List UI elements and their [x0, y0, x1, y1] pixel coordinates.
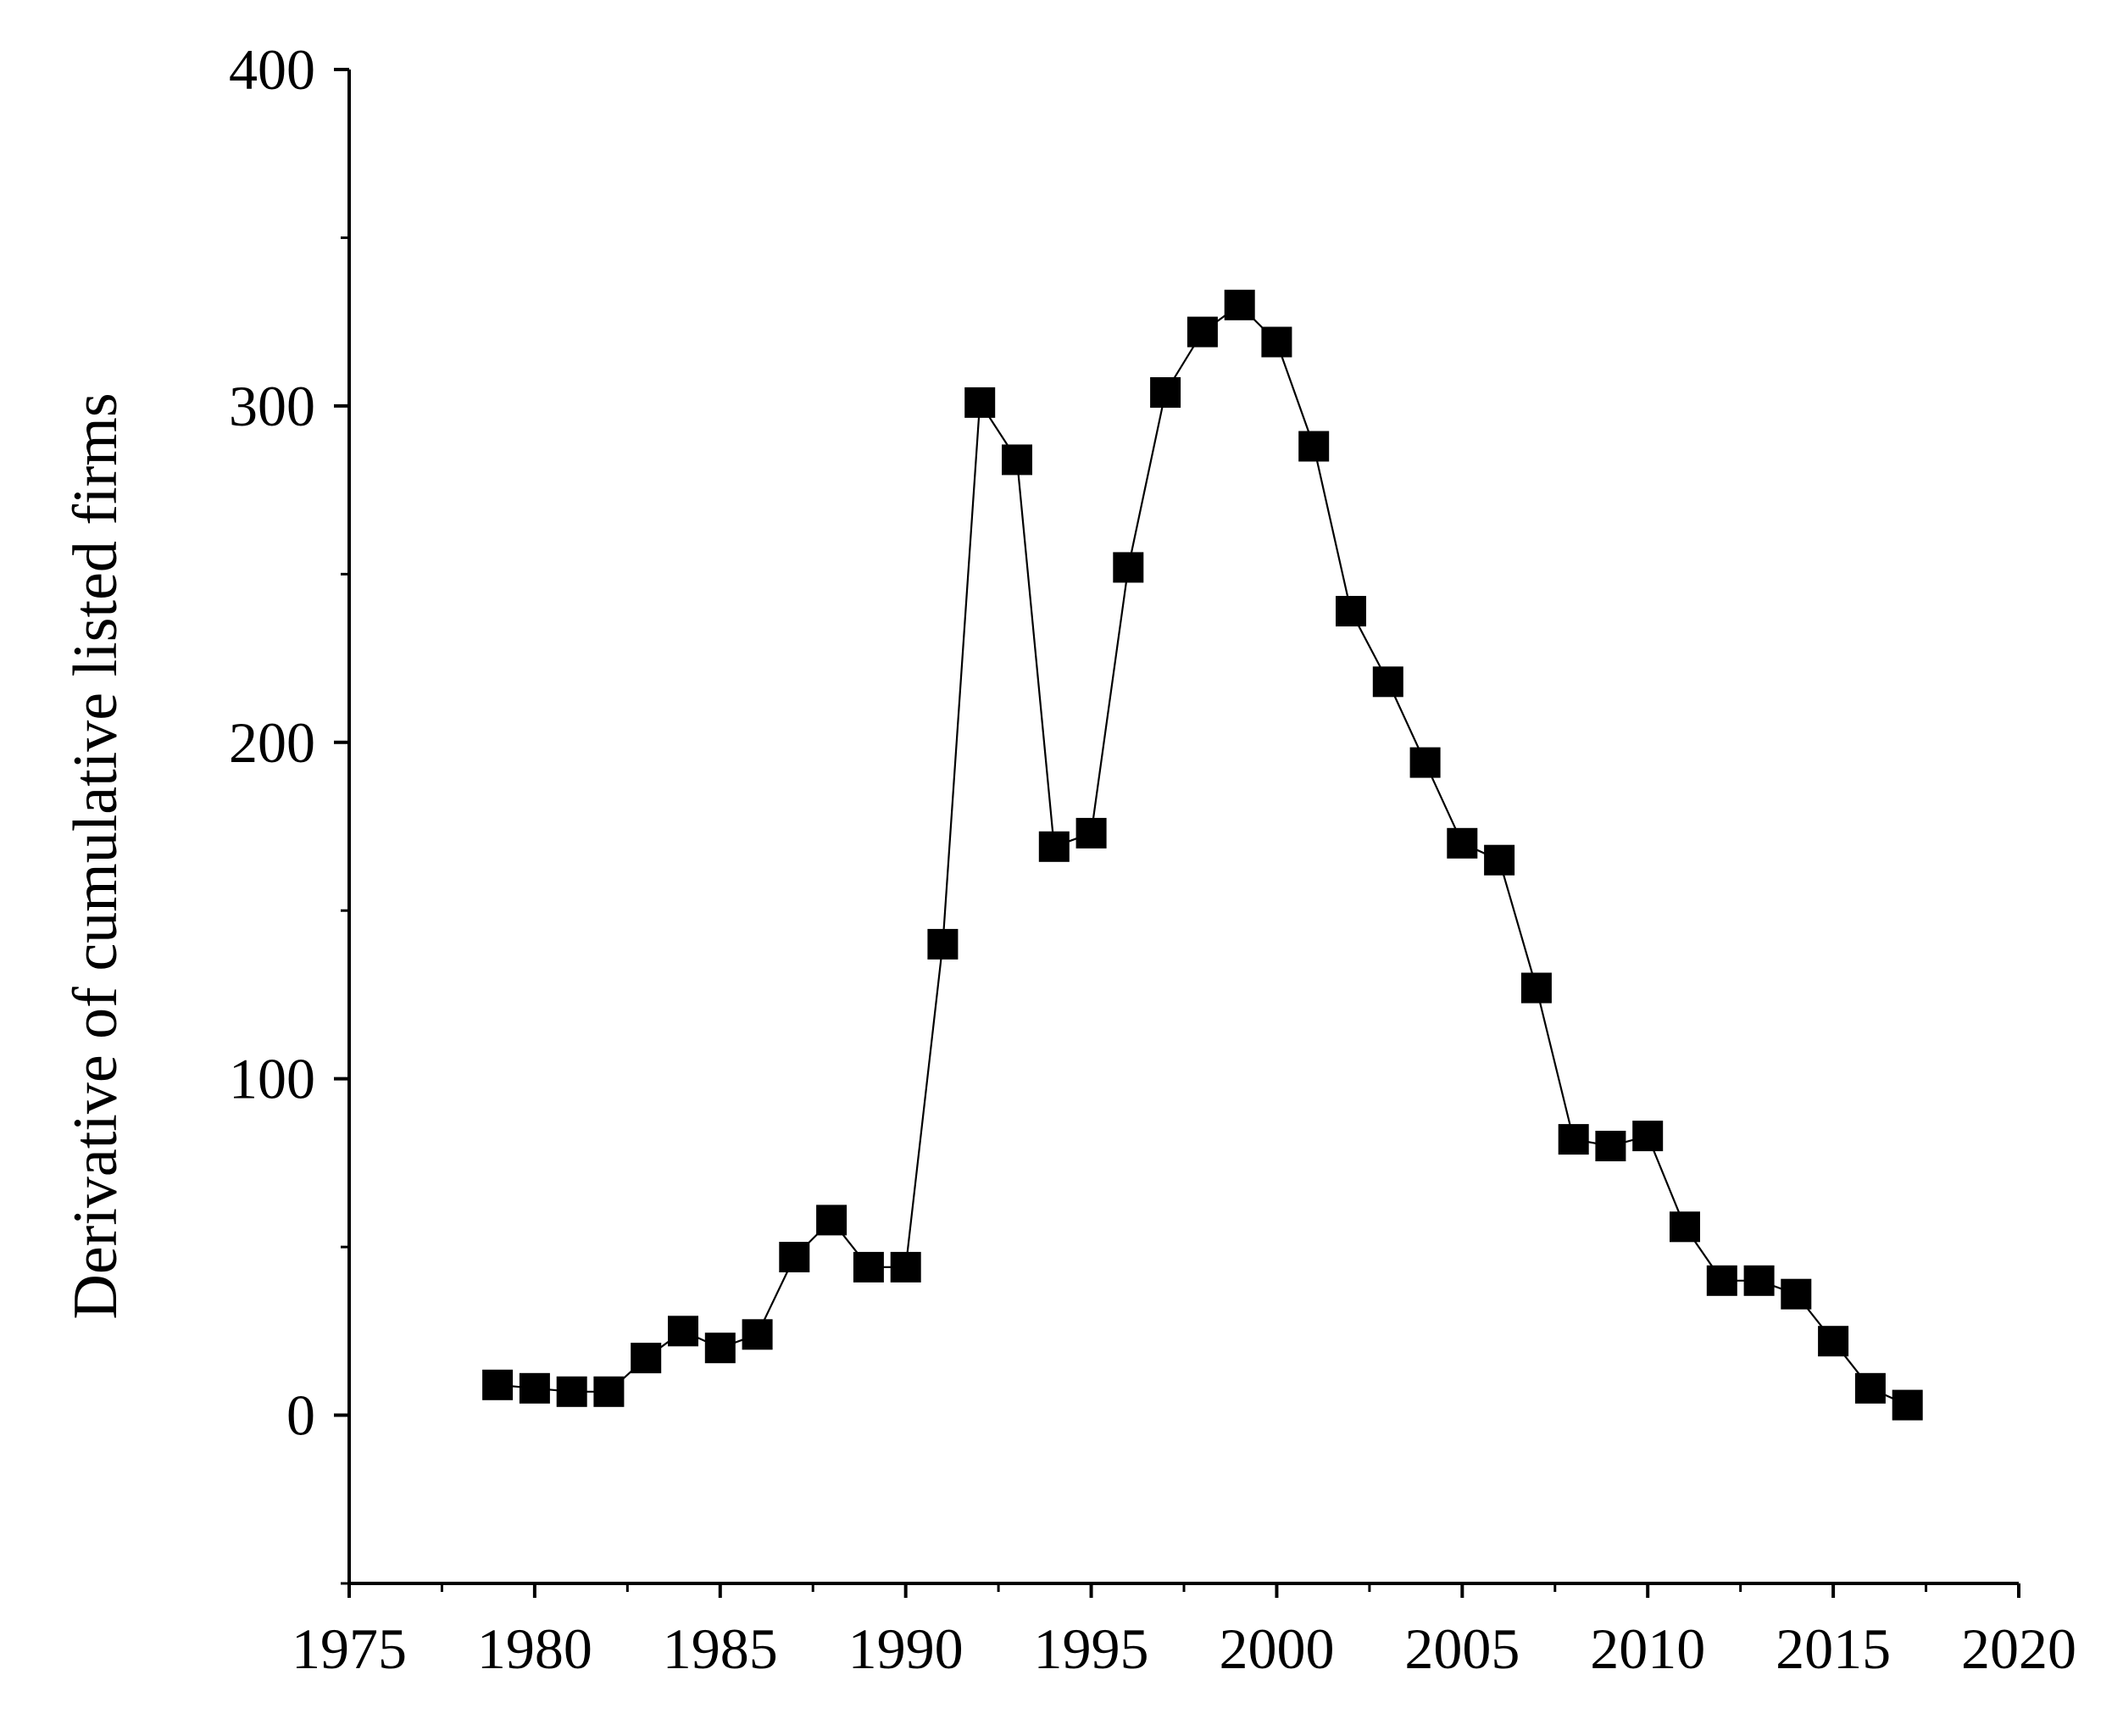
data-point — [1892, 1389, 1923, 1421]
data-point — [1706, 1265, 1737, 1296]
x-tick-label: 1990 — [848, 1616, 964, 1681]
data-point — [1298, 431, 1330, 462]
data-point — [927, 928, 959, 960]
data-point — [519, 1372, 550, 1404]
data-point — [890, 1251, 921, 1283]
data-point — [1632, 1121, 1664, 1152]
x-tick-label: 2015 — [1776, 1616, 1891, 1681]
data-point — [1187, 316, 1218, 348]
data-point — [1075, 817, 1107, 849]
data-point — [779, 1242, 810, 1272]
data-point — [1520, 972, 1552, 1004]
data-point — [1781, 1278, 1812, 1310]
data-point — [1558, 1124, 1589, 1155]
y-tick-label: 0 — [286, 1383, 315, 1448]
data-point — [1447, 827, 1478, 859]
y-tick-label: 400 — [229, 37, 315, 102]
x-tick-label: 2010 — [1590, 1616, 1705, 1681]
data-point — [1150, 377, 1181, 408]
data-point — [482, 1369, 514, 1400]
data-point — [1224, 289, 1255, 320]
y-tick-label: 100 — [229, 1047, 315, 1111]
y-tick-label: 200 — [229, 710, 315, 775]
y-axis-title: Derivative of cumulative listed firms — [61, 392, 131, 1319]
data-point — [631, 1343, 662, 1374]
data-point — [1743, 1265, 1775, 1296]
x-tick-label: 1975 — [292, 1616, 407, 1681]
data-point — [964, 387, 996, 418]
y-tick-label: 300 — [229, 374, 315, 438]
tick-labels: 1975 1980 1985 1990 1995 2000 2005 2010 2015 2020… — [229, 37, 2076, 1681]
data-point — [1038, 831, 1070, 862]
x-tick-label: 1985 — [663, 1616, 778, 1681]
axes — [347, 70, 2019, 1585]
data-point — [1484, 844, 1515, 876]
data-point — [742, 1319, 773, 1350]
data-point — [1409, 747, 1441, 778]
data-point — [1113, 552, 1144, 583]
data-point — [1002, 444, 1032, 476]
data-point — [1595, 1131, 1626, 1161]
data-point — [1670, 1211, 1700, 1243]
data-point — [1336, 596, 1366, 626]
data-point — [593, 1376, 625, 1407]
x-tick-label: 2020 — [1961, 1616, 2076, 1681]
data-point — [1372, 666, 1403, 698]
data-point — [1854, 1372, 1886, 1404]
data-series — [482, 289, 1923, 1421]
x-tick-label: 2005 — [1404, 1616, 1520, 1681]
x-tick-label: 2000 — [1219, 1616, 1334, 1681]
axis-ticks — [334, 68, 2020, 1598]
data-point — [704, 1333, 736, 1364]
data-point — [668, 1316, 698, 1347]
data-point — [1818, 1326, 1849, 1357]
data-point — [1261, 326, 1292, 358]
data-point — [816, 1205, 848, 1236]
data-point — [556, 1376, 587, 1407]
x-tick-label: 1995 — [1034, 1616, 1149, 1681]
data-point — [853, 1251, 884, 1283]
x-tick-label: 1980 — [477, 1616, 592, 1681]
